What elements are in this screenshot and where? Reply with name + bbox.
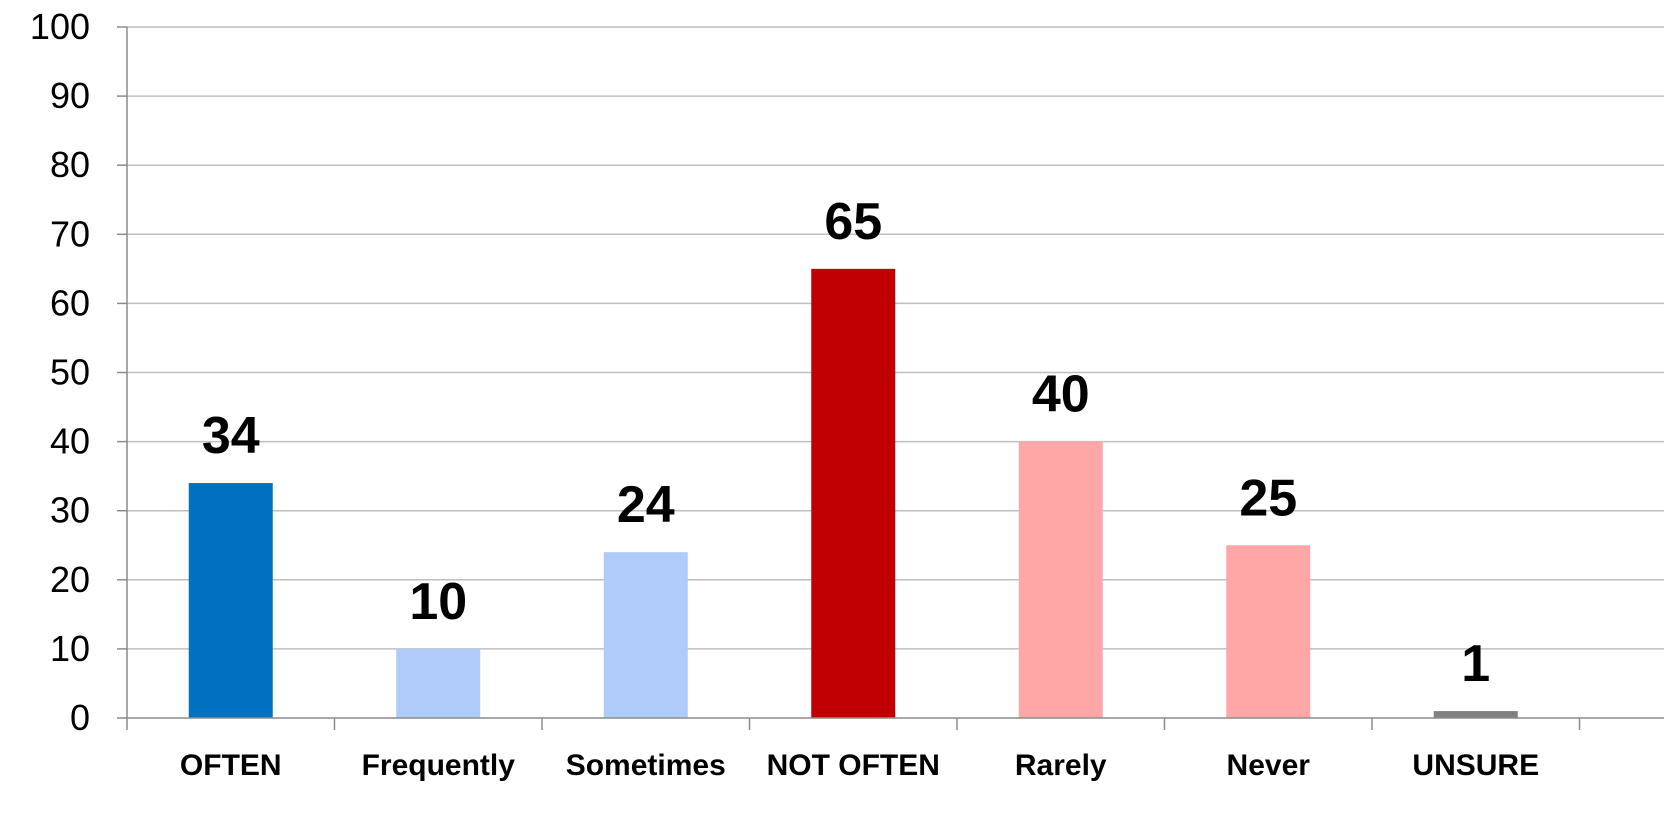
- data-label: 24: [617, 476, 675, 534]
- y-tick-label: 50: [50, 352, 90, 393]
- bar: [811, 268, 896, 718]
- data-label: 25: [1239, 469, 1297, 527]
- data-label: 10: [409, 573, 467, 631]
- bar: [1018, 441, 1103, 718]
- bar: [603, 552, 688, 718]
- bars: [188, 268, 1518, 718]
- x-tick-label: OFTEN: [180, 749, 282, 782]
- y-tick-label: 80: [50, 144, 90, 185]
- bar: [1226, 545, 1311, 718]
- y-tick-label: 0: [70, 697, 90, 738]
- bar: [1433, 711, 1518, 718]
- labels: 0 10 20 30 40 50 60 70 80 90 100 OFTEN 34 Frequently 1…: [30, 6, 1539, 782]
- gridlines: [127, 26, 1664, 650]
- y-tick-label: 60: [50, 282, 90, 323]
- x-tick-label: Frequently: [362, 749, 516, 782]
- y-tick-label: 20: [50, 559, 90, 600]
- y-tick-label: 10: [50, 628, 90, 669]
- data-label: 34: [202, 407, 260, 465]
- data-label: 65: [824, 193, 882, 251]
- x-tick-label: Never: [1227, 749, 1311, 782]
- x-tick-label: Sometimes: [566, 749, 726, 782]
- data-label: 1: [1461, 635, 1490, 693]
- data-label: 40: [1032, 366, 1090, 424]
- axes: [117, 26, 1664, 730]
- y-tick-label: 40: [50, 421, 90, 462]
- x-tick-label: NOT OFTEN: [767, 749, 940, 782]
- y-tick-label: 90: [50, 75, 90, 116]
- x-tick-label: UNSURE: [1412, 749, 1539, 782]
- y-tick-label: 30: [50, 490, 90, 531]
- y-tick-label: 70: [50, 213, 90, 254]
- x-tick-label: Rarely: [1015, 749, 1107, 782]
- bar: [396, 648, 481, 718]
- y-tick-label: 100: [30, 6, 90, 47]
- bar: [188, 483, 273, 718]
